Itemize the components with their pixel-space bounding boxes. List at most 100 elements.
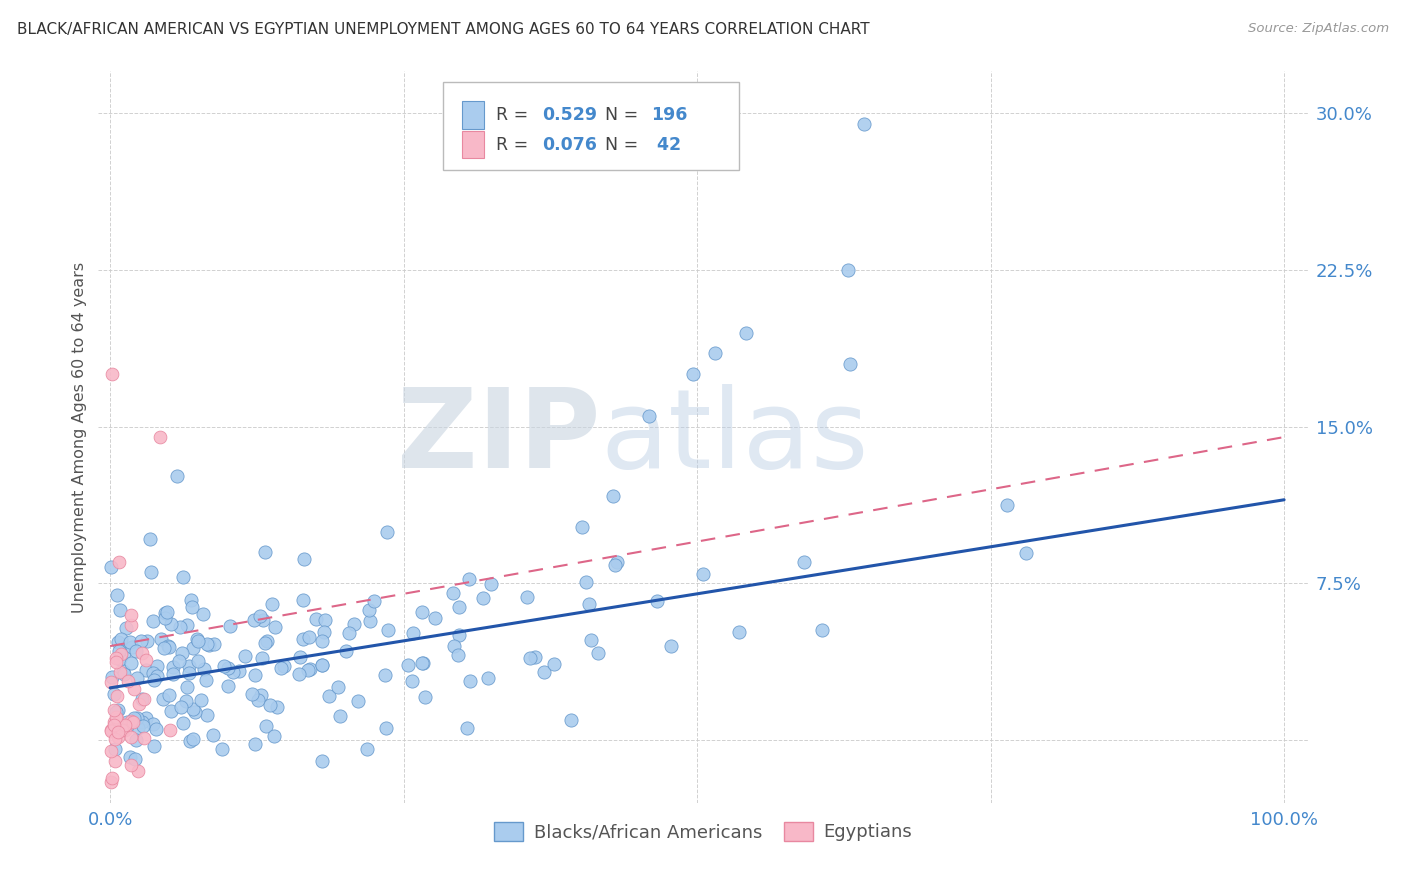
Point [111, 723, 134, 738]
Text: N =: N = [605, 136, 644, 153]
Point [110, 648, 132, 662]
Point [174, 694, 197, 708]
Point [100, 723, 122, 738]
Point [211, 742, 233, 756]
Point [363, 594, 385, 608]
Point [412, 656, 434, 670]
Point [135, 711, 157, 725]
Point [107, 690, 129, 704]
Text: 42: 42 [651, 136, 681, 153]
Point [543, 657, 565, 671]
Point [262, 598, 284, 612]
Point [995, 498, 1018, 512]
Point [153, 641, 176, 656]
Point [160, 704, 183, 718]
Point [314, 613, 336, 627]
Point [586, 646, 609, 660]
Point [104, 754, 127, 768]
Point [100, 775, 122, 789]
Point [190, 693, 212, 707]
Point [292, 632, 315, 646]
Point [187, 634, 209, 648]
Point [142, 614, 165, 628]
Text: Source: ZipAtlas.com: Source: ZipAtlas.com [1249, 22, 1389, 36]
Point [645, 594, 668, 608]
Point [692, 567, 714, 582]
Point [149, 430, 172, 444]
Point [533, 665, 555, 679]
Point [153, 611, 176, 625]
Point [727, 624, 749, 639]
Point [447, 628, 470, 642]
Point [245, 668, 267, 682]
Point [603, 558, 626, 572]
Point [423, 611, 446, 625]
Point [120, 656, 142, 670]
Point [602, 489, 624, 503]
Point [311, 657, 333, 672]
Point [250, 651, 273, 665]
Point [288, 666, 311, 681]
Point [246, 693, 269, 707]
Point [177, 665, 200, 680]
Point [112, 719, 135, 733]
Point [377, 623, 399, 637]
Point [214, 659, 236, 673]
Point [139, 565, 162, 579]
Point [162, 666, 184, 681]
Point [100, 723, 122, 737]
Point [477, 671, 499, 685]
Point [172, 715, 194, 730]
Point [108, 556, 131, 570]
Point [159, 617, 181, 632]
Point [458, 674, 481, 689]
Point [105, 656, 128, 670]
Point [103, 742, 125, 756]
Text: 0.529: 0.529 [543, 106, 598, 124]
Point [166, 468, 188, 483]
Point [114, 718, 136, 732]
Point [187, 654, 209, 668]
Point [198, 638, 221, 652]
Point [374, 667, 396, 681]
Text: 0.076: 0.076 [543, 136, 598, 153]
Point [103, 687, 125, 701]
Text: ZIP: ZIP [396, 384, 600, 491]
Point [240, 687, 263, 701]
Point [458, 573, 481, 587]
Point [217, 680, 239, 694]
Text: R =: R = [496, 106, 534, 124]
Point [252, 613, 274, 627]
Point [578, 598, 600, 612]
Point [575, 575, 598, 590]
Point [375, 524, 398, 539]
Point [253, 544, 276, 558]
Point [218, 619, 240, 633]
Point [472, 591, 495, 606]
Point [152, 692, 174, 706]
Point [291, 593, 314, 607]
Point [853, 117, 876, 131]
Point [132, 691, 155, 706]
Point [254, 636, 277, 650]
Point [103, 718, 125, 732]
Text: 196: 196 [651, 106, 688, 124]
Point [606, 555, 628, 569]
Point [519, 651, 541, 665]
Point [704, 346, 727, 360]
Point [311, 658, 333, 673]
Point [811, 623, 834, 637]
Point [142, 665, 165, 680]
Point [401, 673, 423, 688]
Point [179, 734, 201, 748]
Point [579, 633, 602, 648]
Point [193, 663, 215, 677]
Point [146, 669, 169, 683]
Point [402, 626, 425, 640]
Point [571, 520, 593, 534]
Point [105, 651, 128, 665]
Point [202, 637, 225, 651]
Point [638, 409, 661, 424]
Point [298, 631, 321, 645]
Point [263, 729, 285, 743]
